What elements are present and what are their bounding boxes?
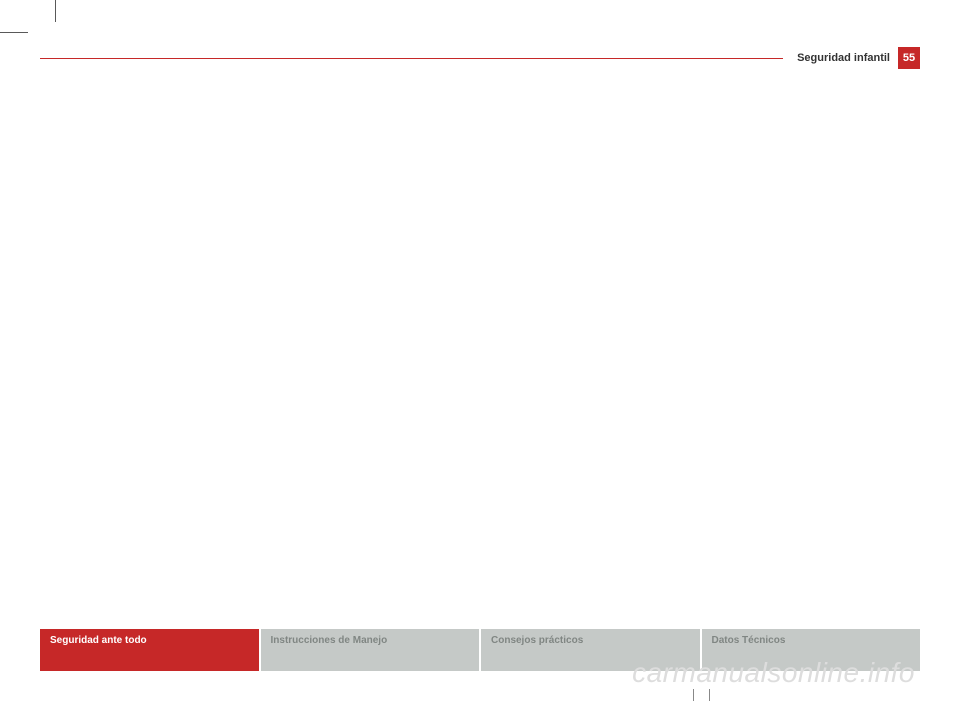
section-title: Seguridad infantil [783,52,898,64]
tab-seguridad-ante-todo[interactable]: Seguridad ante todo [40,629,259,671]
page-header: Seguridad infantil 55 [40,48,920,68]
crop-mark-horizontal [0,32,28,33]
watermark: carmanualsonline.info [632,657,915,689]
tab-label: Datos Técnicos [712,635,786,646]
page-number: 55 [898,47,920,69]
crop-mark-bottom [709,689,710,701]
header-rule [40,58,783,59]
crop-mark-vertical [55,0,56,22]
tab-label: Seguridad ante todo [50,635,147,646]
tab-instrucciones-manejo[interactable]: Instrucciones de Manejo [261,629,480,671]
crop-mark-bottom [693,689,694,701]
tab-label: Consejos prácticos [491,635,583,646]
tab-label: Instrucciones de Manejo [271,635,388,646]
